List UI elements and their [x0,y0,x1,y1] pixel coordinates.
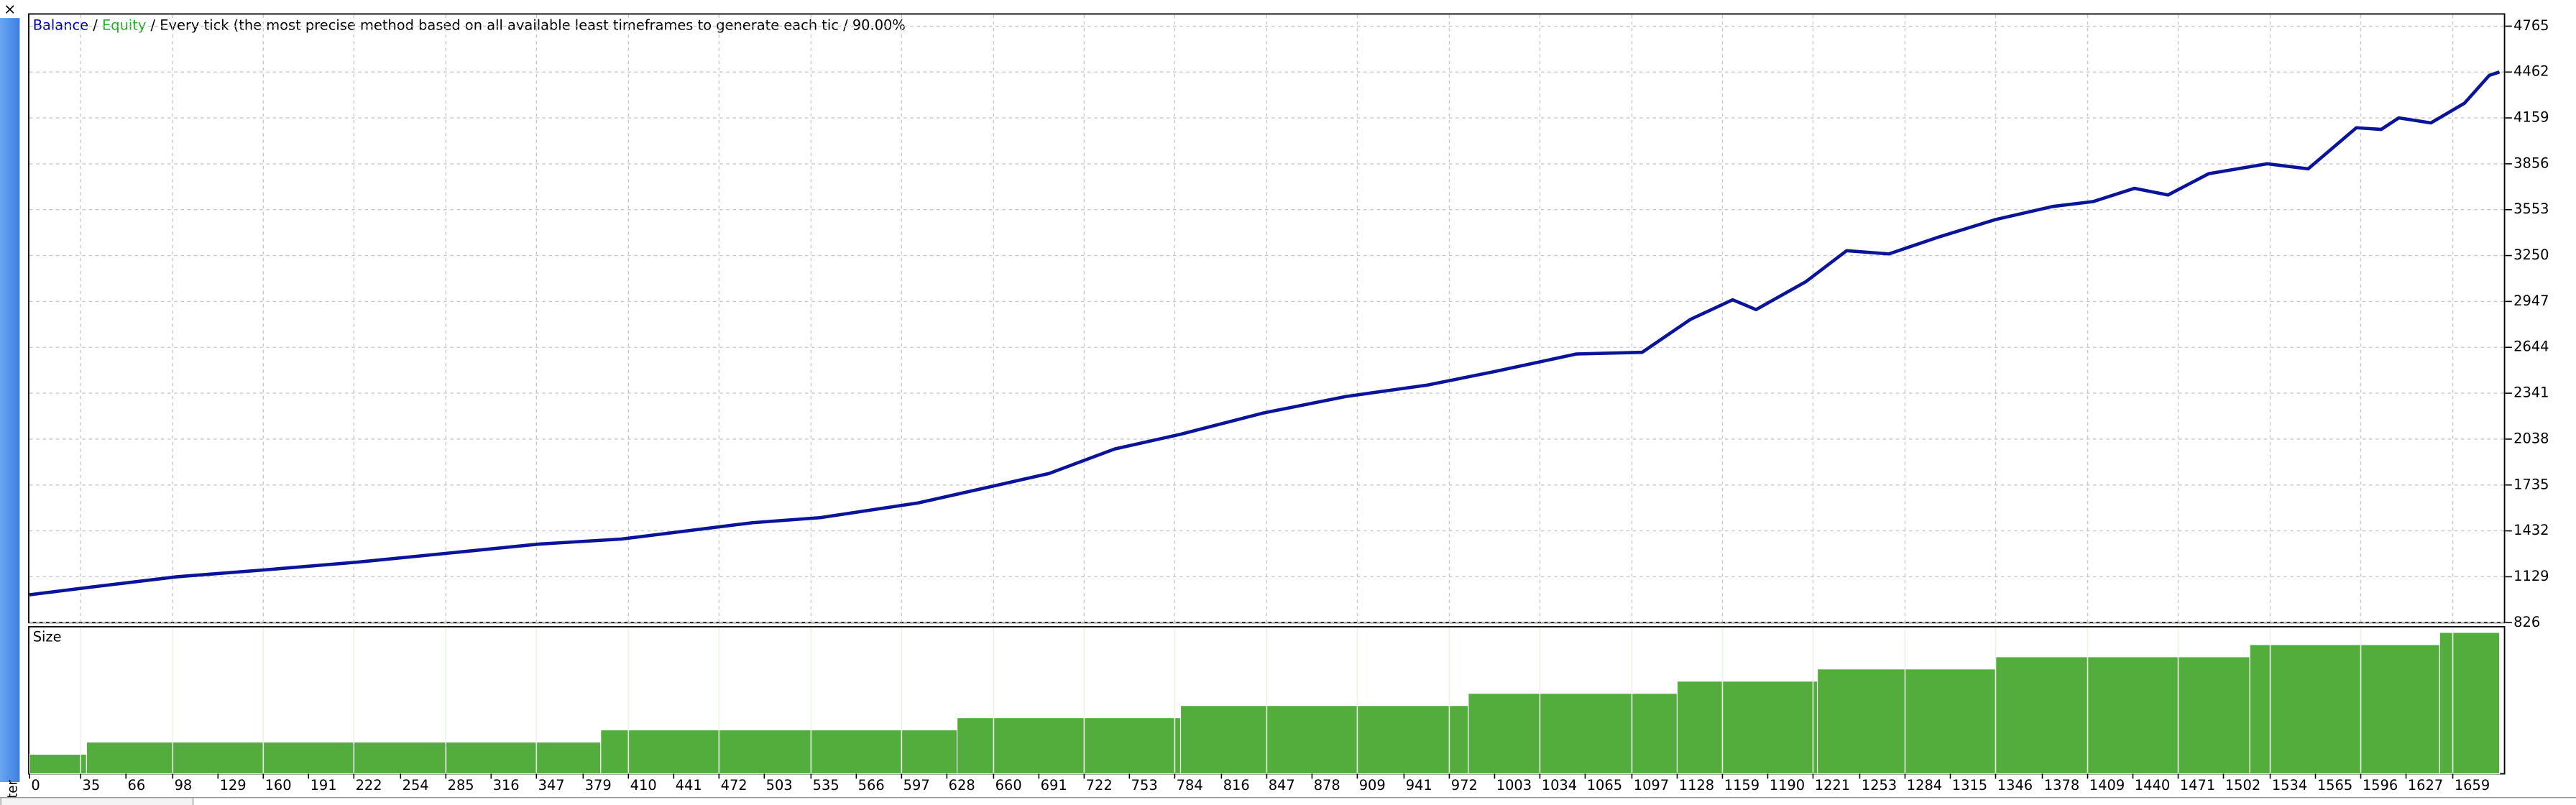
legend-entry: Balance [33,17,88,33]
close-button[interactable]: × [4,1,16,18]
y-tick-label: 3250 [2513,247,2549,263]
x-tick-label: 628 [949,777,975,794]
y-tick-label: 4462 [2513,63,2549,80]
separator: / [93,17,98,33]
x-tick-label: 941 [1406,777,1432,794]
x-tick-label: 1502 [2225,777,2260,794]
x-tick-label: 847 [1269,777,1295,794]
size-bar [1179,705,1469,775]
x-tick-label: 753 [1131,777,1158,794]
x-tick-label: 316 [493,777,520,794]
x-tick-label: 285 [448,777,474,794]
x-tick-label: 1596 [2363,777,2398,794]
x-tick-label: 909 [1359,777,1386,794]
y-tick-label: 1735 [2513,476,2549,492]
x-tick-label: 1346 [1997,777,2033,794]
size-bar [86,741,602,775]
size-bar [1995,656,2250,775]
y-tick-label: 2644 [2513,339,2549,355]
x-tick-label: 1315 [1952,777,1987,794]
balance-line [29,70,2501,597]
subtitle: Every tick (the most precise method base… [160,17,906,33]
x-tick-label: 1534 [2272,777,2307,794]
x-tick-label: 379 [585,777,612,794]
y-tick-label: 1129 [2513,568,2549,584]
size-bar [2439,632,2501,775]
x-tick-label: 222 [356,777,382,794]
side-bar [0,18,20,783]
size-title: Size [33,628,62,645]
y-tick-label: 4765 [2513,17,2549,34]
x-tick-label: 1409 [2089,777,2125,794]
x-tick-label: 1159 [1724,777,1760,794]
x-tick-label: 129 [220,777,247,794]
x-tick-label: 472 [721,777,748,794]
x-tick-label: 1471 [2180,777,2215,794]
x-tick-label: 1003 [1496,777,1532,794]
y-tick-label: 2038 [2513,430,2549,446]
x-tick-label: 660 [995,777,1022,794]
x-tick-label: 691 [1041,777,1067,794]
size-bar [600,729,958,775]
x-tick-label: 347 [538,777,565,794]
tab[interactable] [0,797,194,805]
x-tick-label: 191 [310,777,337,794]
x-tick-label: 1128 [1679,777,1714,794]
separator: / [151,17,156,33]
y-tick-label: 3856 [2513,155,2549,171]
x-tick-label: 722 [1086,777,1113,794]
x-tick-label: 1034 [1542,777,1577,794]
x-tick-label: 1627 [2408,777,2443,794]
x-tick-label: 1378 [2044,777,2079,794]
x-tick-label: 254 [402,777,429,794]
legend-entry: Equity [102,17,146,33]
y-tick-label: 2341 [2513,385,2549,401]
x-tick-label: 535 [813,777,840,794]
x-tick-label: 784 [1177,777,1203,794]
side-label: ter [5,779,20,798]
size-bar [2249,644,2440,775]
y-tick-label: 826 [2513,614,2540,630]
x-tick-label: 1097 [1634,777,1669,794]
x-tick-label: 1565 [2317,777,2352,794]
x-tick-label: 66 [128,777,146,794]
x-tick-label: 597 [903,777,930,794]
size-bar [1468,693,1678,775]
x-tick-label: 1659 [2455,777,2490,794]
y-tick-label: 1432 [2513,522,2549,538]
x-tick-label: 503 [766,777,793,794]
x-tick-label: 1190 [1770,777,1805,794]
size-bar [1816,668,1997,775]
x-tick-label: 98 [175,777,193,794]
size-bar [957,717,1182,775]
x-tick-label: 1440 [2135,777,2170,794]
x-tick-label: 816 [1223,777,1250,794]
x-tick-label: 410 [630,777,657,794]
x-tick-label: 566 [858,777,885,794]
x-tick-label: 1284 [1907,777,1942,794]
size-bar [29,753,87,775]
x-tick-label: 878 [1314,777,1340,794]
legend: Balance / Equity / Every tick (the most … [33,17,906,33]
y-tick-label: 3553 [2513,201,2549,217]
x-tick-label: 1253 [1862,777,1897,794]
x-tick-label: 441 [676,777,702,794]
size-bar [1676,681,1818,775]
x-tick-label: 160 [265,777,292,794]
x-tick-label: 35 [83,777,101,794]
x-tick-label: 0 [31,777,40,794]
x-tick-label: 1221 [1815,777,1850,794]
y-tick-label: 4159 [2513,109,2549,126]
y-tick-label: 2947 [2513,293,2549,309]
x-tick-label: 1065 [1587,777,1622,794]
x-tick-label: 972 [1451,777,1478,794]
